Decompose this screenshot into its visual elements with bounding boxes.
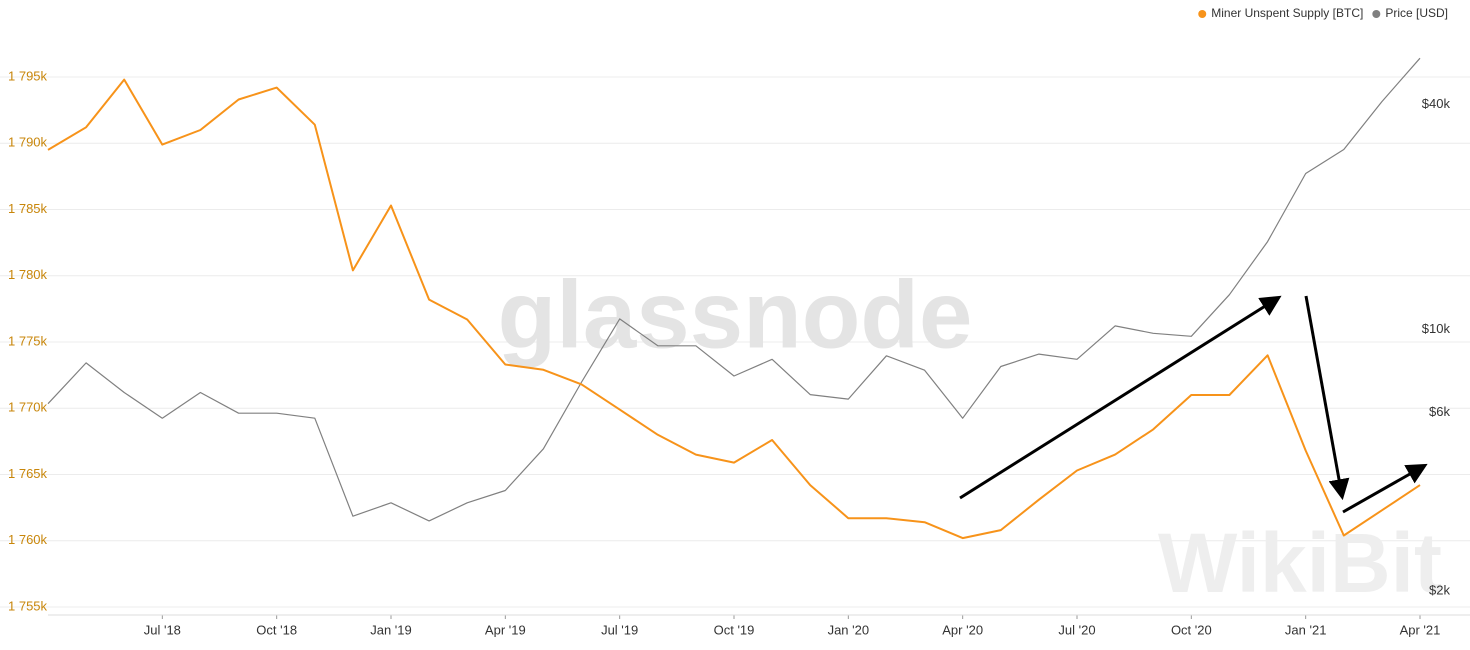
x-tick-label: Apr '21 (1400, 622, 1441, 637)
x-tick-label: Apr '20 (942, 622, 983, 637)
y-tick-label: 1 785k (8, 201, 48, 216)
y-tick-label: 1 770k (8, 400, 48, 415)
x-tick-label: Jan '19 (370, 622, 412, 637)
y-tick-label: 1 780k (8, 267, 48, 282)
series-line (47, 78, 1421, 540)
grid (0, 76, 1470, 619)
legend-swatch (1372, 10, 1381, 18)
annotation-arrows (959, 295, 1428, 514)
legend: Price [USD] Miner Unspent Supply [BTC] (1198, 6, 1448, 20)
arrow (1304, 295, 1350, 501)
x-tick-label: Jul '18 (144, 622, 181, 637)
x-tick-label: Oct '18 (256, 622, 297, 637)
arrow (959, 295, 1282, 500)
watermark: WikiBit (1158, 516, 1442, 610)
x-tick-label: Jul '20 (1058, 622, 1095, 637)
x-tick-label: Jan '21 (1285, 622, 1327, 637)
y-tick-label: 1 755k (8, 598, 48, 613)
y-tick-label: 1 765k (8, 466, 48, 481)
y-tick-label: 1 795k (8, 68, 48, 83)
y2-tick-label: $10k (1422, 321, 1451, 336)
legend-label: Miner Unspent Supply [BTC] (1211, 6, 1363, 20)
y2-tick-label: $6k (1429, 404, 1450, 419)
y-tick-label: 1 775k (8, 333, 48, 348)
y-tick-label: 1 790k (8, 135, 48, 150)
legend-label: Price [USD] (1385, 6, 1448, 20)
watermark: glassnode (498, 261, 973, 368)
legend-swatch (1198, 10, 1207, 18)
x-tick-label: Jan '20 (828, 622, 870, 637)
y2-tick-label: $40k (1422, 96, 1451, 111)
y2-tick-label: $2k (1429, 582, 1450, 597)
series-line (47, 57, 1421, 522)
lines (47, 57, 1421, 540)
y-tick-label: 1 760k (8, 532, 48, 547)
arrow (1342, 463, 1428, 514)
x-tick-label: Jul '19 (601, 622, 638, 637)
x-tick-label: Apr '19 (485, 622, 526, 637)
x-tick-label: Oct '20 (1171, 622, 1212, 637)
x-tick-label: Oct '19 (714, 622, 755, 637)
